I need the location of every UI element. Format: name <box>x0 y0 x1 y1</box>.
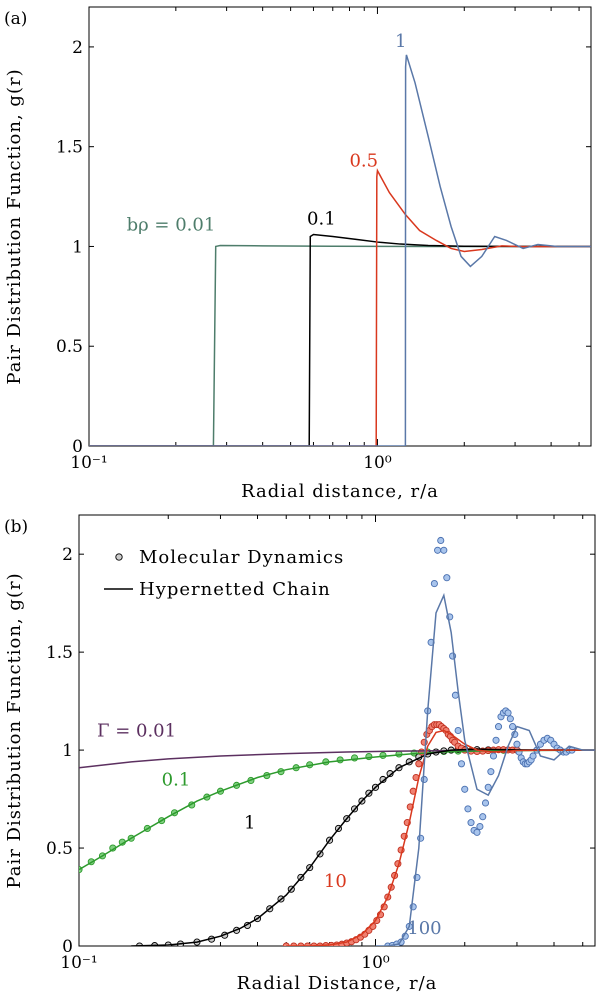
y-axis-label: Pair Distribution Function, g(r) <box>4 68 25 384</box>
x-axis-label: Radial distance, r/a <box>241 481 439 502</box>
y-tick-label: 2 <box>62 545 73 565</box>
y-axis-label: Pair Distribution Function, g(r) <box>4 572 25 888</box>
series-label: 0.1 <box>307 209 336 230</box>
md-point <box>481 799 490 807</box>
y-tick-label: 0 <box>62 937 73 957</box>
md-point <box>494 723 503 731</box>
plot-area <box>89 54 591 446</box>
md-point <box>297 942 305 946</box>
md-point <box>506 715 514 723</box>
md-point <box>457 760 466 768</box>
md-point <box>461 785 469 793</box>
md-point <box>513 740 521 748</box>
series-label: 0.5 <box>349 151 378 172</box>
md-point <box>365 753 373 761</box>
series-label: 10 <box>324 871 347 892</box>
md-point <box>440 546 448 554</box>
y-tick-label: 0.5 <box>56 337 83 357</box>
series-label: 100 <box>407 918 441 939</box>
series-line <box>89 168 591 446</box>
md-points <box>79 746 521 874</box>
series-label: Γ = 0.01 <box>97 720 176 741</box>
md-point <box>489 752 498 760</box>
md-point <box>479 813 487 821</box>
series-line <box>286 729 595 946</box>
panel-label: (b) <box>4 517 28 537</box>
md-point <box>492 736 500 744</box>
series-line <box>89 233 591 446</box>
legend-label-md: Molecular Dynamics <box>139 547 344 568</box>
y-tick-label: 1.5 <box>46 643 73 663</box>
panel-label: (a) <box>4 9 27 29</box>
series-line <box>89 244 591 446</box>
md-points <box>384 536 576 946</box>
series-label: 1 <box>244 812 255 833</box>
x-axis-label: Radial Distance, r/a <box>237 973 438 994</box>
series-label: 1 <box>395 31 406 52</box>
md-point <box>386 770 394 778</box>
md-point <box>417 748 426 756</box>
md-point <box>420 775 428 784</box>
y-tick-label: 0.5 <box>46 839 73 859</box>
legend-marker-md <box>115 553 123 561</box>
md-point <box>487 768 495 776</box>
legend-label-hnc: Hypernetted Chain <box>139 579 331 600</box>
md-point <box>304 942 312 946</box>
md-point <box>451 691 459 699</box>
y-tick-label: 1 <box>62 741 73 761</box>
legend: Molecular Dynamics Hypernetted Chain <box>104 547 344 600</box>
md-point <box>379 775 387 784</box>
md-point <box>464 805 472 813</box>
series-line <box>89 54 591 446</box>
series-line <box>79 749 595 871</box>
md-point <box>290 942 298 946</box>
md-point <box>504 709 512 717</box>
md-point <box>415 760 423 768</box>
md-point <box>476 822 484 831</box>
x-tick-label: 10⁰ <box>363 453 392 473</box>
md-point <box>473 828 481 836</box>
md-point <box>434 546 442 554</box>
md-point <box>443 574 451 582</box>
y-tick-label: 2 <box>72 38 83 58</box>
y-tick-label: 1.5 <box>56 138 83 158</box>
x-tick-label: 10⁻¹ <box>70 453 107 473</box>
md-point <box>430 580 438 588</box>
series-line <box>131 748 595 946</box>
series-label: bρ = 0.01 <box>127 214 216 235</box>
md-point <box>282 942 290 946</box>
md-point <box>437 536 445 545</box>
md-point <box>454 726 462 735</box>
md-point <box>484 783 492 791</box>
md-point <box>509 723 517 731</box>
series-label: 0.1 <box>162 769 191 790</box>
md-point <box>529 752 537 760</box>
md-point <box>417 834 425 842</box>
y-tick-label: 1 <box>72 237 83 257</box>
series-line <box>375 592 595 946</box>
y-tick-label: 0 <box>72 437 83 457</box>
panel-a: (a) 0 0.5 1 1.5 2 10⁻¹ 10⁰ Radial distance, r/a P… <box>4 6 592 502</box>
plot-area <box>79 536 595 946</box>
x-tick-label: 10⁰ <box>361 953 390 973</box>
x-tick-label: 10⁻¹ <box>60 953 97 973</box>
md-point <box>467 819 475 827</box>
